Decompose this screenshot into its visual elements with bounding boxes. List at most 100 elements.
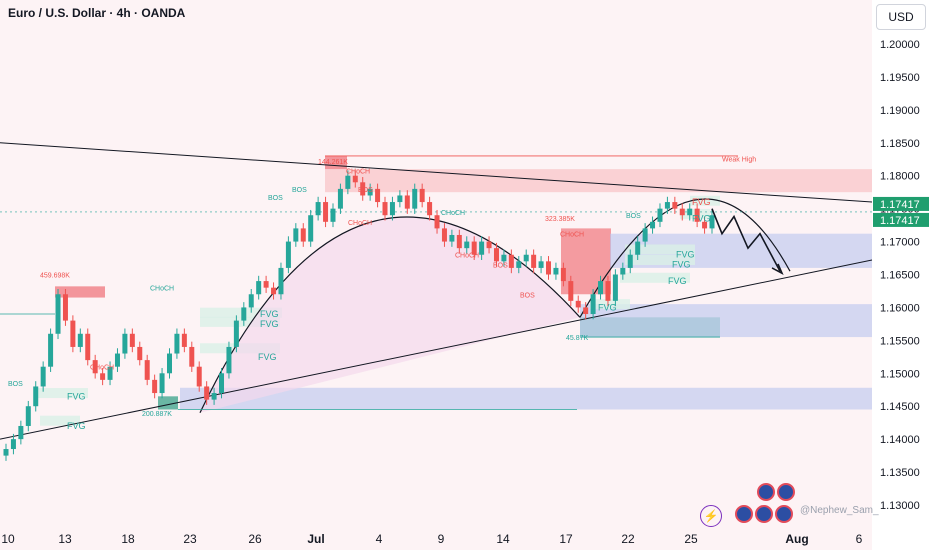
projection-path <box>711 208 781 272</box>
fvg-box <box>690 195 720 206</box>
x-tick-label: 14 <box>496 532 510 546</box>
candle-body <box>367 188 373 196</box>
candle-body <box>323 202 329 222</box>
chart-label: 459.698K <box>40 273 70 280</box>
chart-label: 45.87K <box>566 335 589 342</box>
candle-body <box>687 208 693 216</box>
y-tick-label: 1.14000 <box>880 434 920 446</box>
fvg-box <box>620 272 690 283</box>
y-tick-label: 1.20000 <box>880 39 920 51</box>
candle-body <box>627 254 633 268</box>
candle-body <box>702 221 708 229</box>
candle-body <box>129 333 135 347</box>
price-scale-background <box>872 0 932 550</box>
arc-fill <box>200 217 580 413</box>
candle-body <box>315 202 321 216</box>
y-tick-label: 1.13500 <box>880 467 920 479</box>
candle-body <box>10 439 16 450</box>
candle-body <box>293 228 299 242</box>
candle-body <box>152 379 158 394</box>
x-tick-label: 23 <box>183 532 197 546</box>
candle-body <box>568 281 574 301</box>
chart-label: 144.261K <box>318 159 348 166</box>
last-price-badge <box>873 196 929 211</box>
candle-body <box>70 320 76 347</box>
candle-body <box>479 241 485 255</box>
chart-label: FVG <box>692 197 711 207</box>
globe-icon <box>755 505 773 523</box>
descending-trendline <box>0 142 873 203</box>
candle-body <box>337 188 343 209</box>
y-tick-label: 1.14500 <box>880 401 920 413</box>
chart-label: FVG <box>692 214 711 224</box>
chart-title: Euro / U.S. Dollar · 4h · OANDA <box>8 6 186 20</box>
candle-body <box>330 208 336 222</box>
candle-body <box>605 281 611 301</box>
candle-body <box>516 261 522 268</box>
candle-body <box>598 281 604 295</box>
last-price-label: 1.17417 <box>880 199 920 211</box>
candle-body <box>48 333 54 367</box>
candle-body <box>3 449 9 456</box>
demand-zone <box>180 387 872 410</box>
fvg-box <box>200 316 280 327</box>
fvg-box <box>590 299 630 310</box>
globe-icon <box>757 483 775 501</box>
currency-button[interactable]: USD <box>876 4 926 30</box>
chart-label: FVG <box>260 309 279 319</box>
chart-label: FVG <box>598 302 617 312</box>
candle-body <box>709 215 715 229</box>
candle-body <box>471 241 477 255</box>
candle-body <box>114 353 120 367</box>
candle-body <box>560 267 566 282</box>
y-tick-label: 1.18500 <box>880 138 920 150</box>
fvg-box <box>40 415 80 426</box>
rounding-top-arc <box>579 198 791 318</box>
candle-body <box>389 202 395 216</box>
candle-body <box>159 373 165 394</box>
chart-label: BOS <box>493 263 508 270</box>
globe-icon <box>777 483 795 501</box>
candle-body <box>583 307 589 315</box>
candle-body <box>211 393 217 400</box>
chart-label: Weak High <box>722 157 756 164</box>
fvg-box <box>200 307 282 318</box>
globe-icon <box>735 505 753 523</box>
candle-body <box>664 202 670 209</box>
candle-body <box>33 386 39 407</box>
x-tick-label: Jul <box>307 532 324 546</box>
candle-body <box>189 346 195 367</box>
candle-body <box>18 425 24 440</box>
candle-body <box>449 234 455 242</box>
candle-body <box>419 188 425 203</box>
candle-body <box>226 346 232 374</box>
x-tick-label: 18 <box>121 532 135 546</box>
candle-body <box>612 274 618 301</box>
x-tick-label: 9 <box>438 532 445 546</box>
candle-body <box>181 333 187 347</box>
candle-body <box>107 366 113 380</box>
fvg-box <box>625 244 695 255</box>
chart-label: FVG <box>260 319 279 329</box>
candle-body <box>456 234 462 249</box>
candle-body <box>85 333 91 361</box>
chart-label: BOS <box>268 195 283 202</box>
x-tick-label: Aug <box>785 532 808 546</box>
fvg-box <box>625 255 695 266</box>
candle-body <box>590 294 596 315</box>
chart-label: FVG <box>668 276 687 286</box>
candle-body <box>233 320 239 347</box>
chart-label: BOS <box>8 381 23 388</box>
candle-body <box>538 261 544 268</box>
candle-body <box>122 333 128 354</box>
watermark: @Nephew_Sam_ <box>800 505 879 516</box>
candle-body <box>427 202 433 216</box>
x-tick-label: 25 <box>684 532 698 546</box>
chart-label: CHoCH <box>90 365 114 372</box>
chart-label: FVG <box>672 260 691 270</box>
lightning-icon[interactable]: ⚡ <box>700 505 722 527</box>
candle-body <box>672 202 678 209</box>
candle-body <box>642 228 648 242</box>
